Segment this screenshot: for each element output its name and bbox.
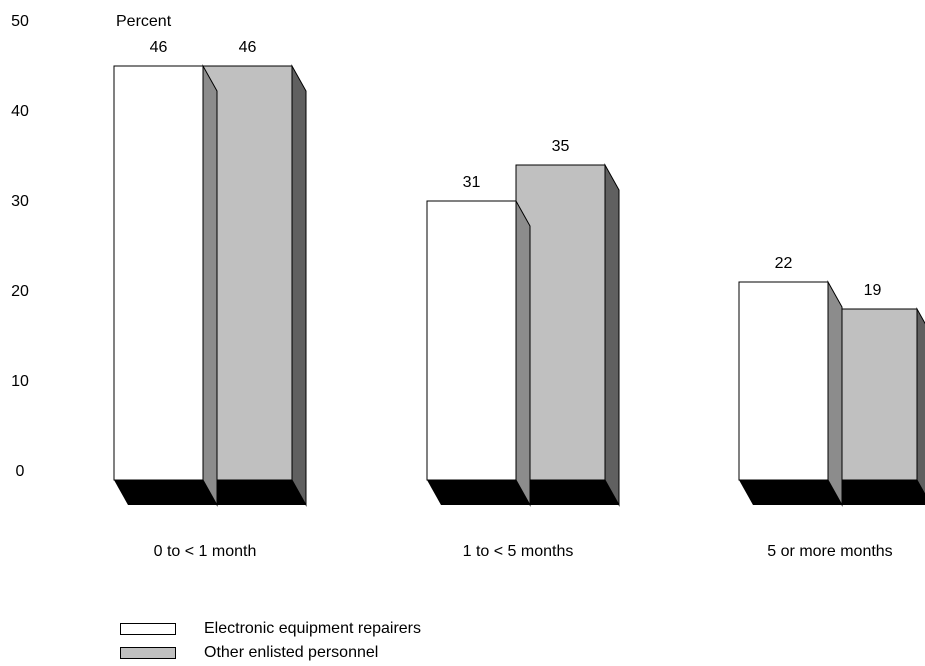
y-tick-label-4: 40 bbox=[11, 103, 29, 120]
bar-side-series-0-cat-1 bbox=[515, 199, 531, 507]
data-label-series-1-cat-0: 46 bbox=[239, 39, 257, 56]
legend-swatch-series-0 bbox=[120, 623, 176, 635]
data-label-series-0-cat-1: 31 bbox=[463, 174, 481, 191]
y-tick-label-5: 50 bbox=[11, 13, 29, 30]
bar-series-1-cat-0 bbox=[202, 65, 293, 481]
legend-label-series-0: Electronic equipment repairers bbox=[204, 620, 421, 637]
data-label-series-0-cat-2: 22 bbox=[775, 255, 793, 272]
legend: Electronic equipment repairers Other enl… bbox=[120, 618, 421, 666]
bar-side-series-0-cat-2 bbox=[827, 280, 843, 507]
bar-side-series-0-cat-0 bbox=[202, 64, 218, 507]
x-tick-label-2: 5 or more months bbox=[767, 543, 892, 560]
y-tick-label-2: 20 bbox=[11, 283, 29, 300]
bar-series-1-cat-2 bbox=[827, 308, 918, 481]
legend-item-series-1: Other enlisted personnel bbox=[120, 642, 421, 664]
bar-side-series-1-cat-0 bbox=[291, 64, 307, 507]
y-tick-label-1: 10 bbox=[11, 373, 29, 390]
y-tick-label-0: 0 bbox=[16, 463, 25, 480]
bar-series-1-cat-1 bbox=[515, 164, 606, 481]
legend-swatch-series-1 bbox=[120, 647, 176, 659]
bar-series-0-cat-0 bbox=[113, 65, 204, 481]
x-tick-label-1: 1 to < 5 months bbox=[463, 543, 574, 560]
bar-side-series-1-cat-2 bbox=[916, 307, 925, 496]
data-label-series-1-cat-2: 19 bbox=[864, 282, 882, 299]
x-tick-label-0: 0 to < 1 month bbox=[154, 543, 257, 560]
y-tick-label-3: 30 bbox=[11, 193, 29, 210]
bar-side-series-1-cat-1 bbox=[604, 163, 620, 507]
bar-series-0-cat-1 bbox=[426, 200, 517, 481]
y-axis-label: Percent bbox=[116, 13, 172, 30]
data-label-series-1-cat-1: 35 bbox=[552, 138, 570, 155]
bar-series-0-cat-2 bbox=[738, 281, 829, 481]
floor-group-2 bbox=[739, 480, 925, 505]
legend-item-series-0: Electronic equipment repairers bbox=[120, 618, 421, 640]
legend-label-series-1: Other enlisted personnel bbox=[204, 644, 379, 661]
data-label-series-0-cat-0: 46 bbox=[150, 39, 168, 56]
